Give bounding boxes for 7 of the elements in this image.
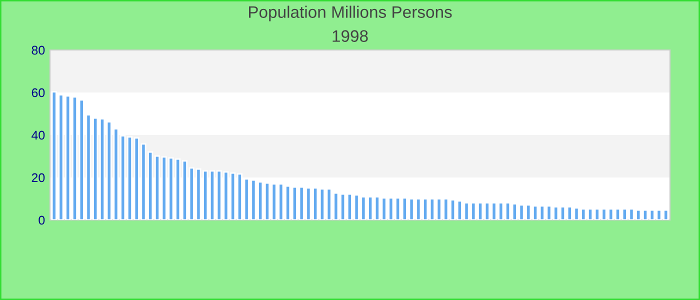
chart-subtitle: 1998 xyxy=(332,30,368,42)
y-tick-label: 20 xyxy=(32,173,45,182)
y-tick-label: 60 xyxy=(32,88,45,98)
y-tick-label: 40 xyxy=(32,130,45,140)
chart-title: Population Millions Persons xyxy=(249,6,452,22)
y-tick-label: 0 xyxy=(38,216,45,225)
y-tick-label: 80 xyxy=(32,46,45,55)
